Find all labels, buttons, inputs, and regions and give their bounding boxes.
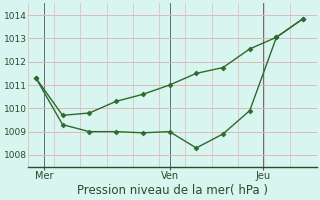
X-axis label: Pression niveau de la mer( hPa ): Pression niveau de la mer( hPa )	[77, 184, 268, 197]
